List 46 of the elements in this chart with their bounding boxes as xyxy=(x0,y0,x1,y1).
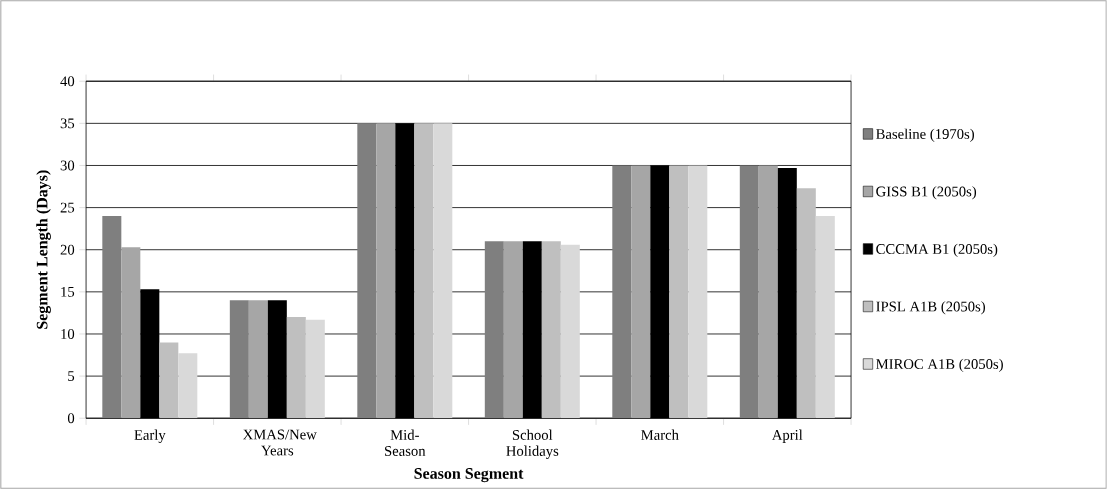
bar xyxy=(248,300,268,419)
x-tick-label: School Holidays xyxy=(506,429,559,459)
bar xyxy=(376,123,396,419)
bar xyxy=(286,317,306,419)
x-tick-label: XMAS/New Years xyxy=(242,429,317,456)
bar xyxy=(357,123,377,419)
bar xyxy=(612,165,632,419)
bar xyxy=(178,353,198,419)
bar xyxy=(229,300,249,419)
bar xyxy=(796,188,816,419)
y-tick-label: 30 xyxy=(60,160,75,171)
x-tick-label: Early xyxy=(134,429,166,443)
bar xyxy=(121,247,141,419)
bar xyxy=(815,216,835,419)
bar xyxy=(631,165,651,419)
x-tick-label: March xyxy=(641,429,679,440)
bar xyxy=(503,241,523,419)
y-tick-label: 20 xyxy=(60,244,75,255)
bar xyxy=(102,216,122,419)
y-tick-label: 10 xyxy=(61,329,75,339)
bar xyxy=(159,342,179,419)
bar xyxy=(414,123,434,419)
bar xyxy=(560,244,580,419)
legend-label: GISS B1 (2050s) xyxy=(876,186,977,200)
x-tick-label: April xyxy=(771,429,803,443)
y-axis-title: Segment Length (Days) xyxy=(36,170,51,329)
legend-label: IPSL A1B (2050s) xyxy=(876,301,986,315)
x-tick-label: Mid-Season xyxy=(385,429,426,456)
bar xyxy=(758,165,778,419)
bar xyxy=(669,165,689,419)
bar xyxy=(688,165,708,419)
bar xyxy=(739,165,759,419)
legend-label: MIROC A1B (2050s) xyxy=(876,358,1003,372)
y-tick-label: 40 xyxy=(60,76,75,87)
x-axis-title: Season Segment xyxy=(414,468,524,483)
y-tick-label: 25 xyxy=(60,202,75,213)
bar xyxy=(433,123,453,419)
legend-label: Baseline (1970s) xyxy=(876,128,974,142)
y-tick-label: 0 xyxy=(67,413,75,424)
bar xyxy=(305,319,325,419)
y-tick-label: 35 xyxy=(60,118,75,129)
legend-label: CCCMA B1 (2050s) xyxy=(876,243,998,257)
bar xyxy=(484,241,504,419)
y-tick-label: 5 xyxy=(68,371,75,381)
bar xyxy=(541,241,561,419)
y-tick-label: 15 xyxy=(61,286,75,297)
